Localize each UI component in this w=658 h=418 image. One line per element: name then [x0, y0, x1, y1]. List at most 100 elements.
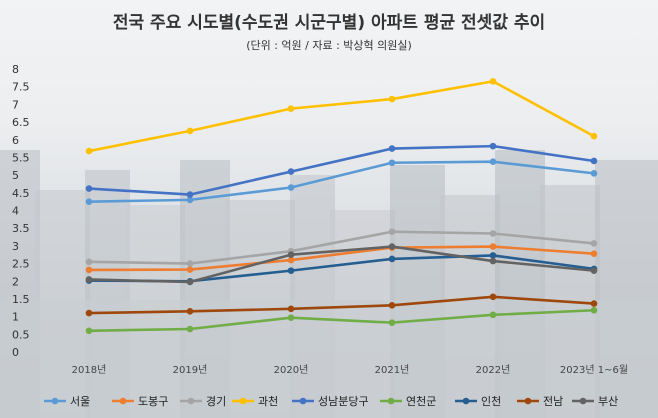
legend-marker — [579, 397, 587, 405]
x-tick-label: 2022년 — [476, 364, 511, 376]
legend-label: 경기 — [206, 395, 226, 408]
y-tick-label: 0.5 — [12, 328, 30, 341]
data-point — [388, 159, 396, 167]
series-line — [88, 144, 595, 196]
data-point — [388, 302, 396, 309]
data-point — [590, 132, 598, 140]
data-point — [186, 127, 194, 135]
legend-label: 과천 — [258, 394, 278, 408]
legend-label: 도봉구 — [138, 395, 168, 408]
legend-label: 부산 — [598, 395, 618, 408]
series-line — [88, 245, 595, 284]
data-point — [489, 158, 497, 165]
series-line — [88, 295, 595, 315]
series-line — [88, 254, 595, 283]
data-point — [489, 78, 497, 85]
data-point — [489, 230, 497, 237]
data-point — [287, 256, 295, 264]
y-tick-label: 6.5 — [12, 116, 30, 129]
series-line — [88, 245, 595, 272]
data-point — [186, 196, 194, 204]
data-point — [489, 142, 497, 150]
series-line — [88, 230, 595, 265]
data-point — [85, 309, 93, 317]
legend-marker — [187, 397, 195, 405]
data-point — [388, 95, 396, 103]
legend: 서울 도봉구 경기 과천 성남분당구 연천군 인천 전남 부산 — [44, 394, 618, 408]
chart-title: 전국 주요 시도별(수도권 시군구별) 아파트 평균 전셋값 추이 — [113, 13, 545, 33]
data-point — [85, 185, 93, 192]
legend-label: 전남 — [543, 395, 563, 408]
data-point — [85, 258, 93, 266]
y-tick-label: 5 — [12, 169, 19, 182]
legend-marker — [299, 397, 307, 405]
data-point — [85, 198, 93, 205]
data-point — [186, 308, 194, 315]
y-tick-label: 7 — [12, 98, 19, 111]
data-point — [85, 266, 93, 274]
data-point — [489, 293, 497, 301]
y-tick-label: 1 — [12, 311, 19, 324]
y-tick-label: 8 — [12, 63, 19, 76]
data-point — [590, 240, 598, 247]
data-point — [388, 319, 396, 326]
x-axis: 2018년 2019년 2020년 2021년 2022년 2023년 1~6월 — [72, 364, 628, 376]
y-tick-label: 7.5 — [12, 81, 30, 94]
data-point — [85, 147, 93, 155]
y-tick-label: 3.5 — [12, 222, 30, 235]
data-point — [186, 266, 194, 273]
x-tick-label: 2020년 — [274, 364, 309, 376]
data-point — [186, 325, 194, 333]
legend-label: 성남분당구 — [318, 395, 369, 408]
data-point — [186, 278, 194, 286]
legend-marker — [51, 397, 59, 405]
legend-marker — [239, 397, 247, 405]
legend-marker — [462, 397, 470, 405]
data-point — [388, 145, 396, 152]
data-point — [287, 105, 295, 112]
y-tick-label: 2 — [12, 275, 19, 288]
x-tick-label: 2018년 — [72, 364, 107, 376]
y-tick-label: 2.5 — [12, 258, 30, 271]
y-tick-label: 6 — [12, 134, 19, 147]
data-point — [186, 191, 194, 198]
data-point — [287, 305, 295, 313]
data-point — [489, 311, 497, 319]
data-point — [489, 252, 497, 259]
legend-marker — [524, 397, 532, 405]
data-point — [590, 300, 598, 307]
data-point — [590, 157, 598, 165]
data-point — [590, 250, 598, 257]
series-line — [88, 80, 595, 153]
legend-marker — [119, 397, 127, 405]
y-tick-label: 4 — [12, 205, 19, 218]
legend-label: 인천 — [481, 394, 501, 408]
legend-marker — [387, 397, 395, 405]
data-point — [489, 257, 497, 265]
data-point — [590, 267, 598, 274]
data-point — [388, 228, 396, 236]
data-point — [287, 168, 295, 175]
legend-label: 연천군 — [406, 394, 436, 408]
y-tick-label: 3 — [12, 240, 19, 253]
chart-subtitle: (단위 : 억원 / 자료 : 박상혁 의원실) — [246, 39, 412, 52]
y-tick-label: 4.5 — [12, 187, 30, 200]
y-tick-label: 0 — [12, 346, 19, 359]
data-point — [590, 170, 598, 177]
data-point — [287, 184, 295, 191]
series-line — [88, 160, 595, 203]
data-point — [489, 243, 497, 250]
data-point — [186, 260, 194, 267]
x-tick-label: 2023년 1~6월 — [560, 364, 628, 376]
legend-label: 서울 — [70, 395, 90, 408]
series-line — [88, 308, 595, 333]
data-point — [85, 327, 93, 335]
data-point — [85, 276, 93, 283]
data-point — [388, 255, 396, 263]
data-point — [590, 306, 598, 314]
x-tick-label: 2021년 — [375, 364, 410, 376]
data-point — [287, 314, 295, 321]
